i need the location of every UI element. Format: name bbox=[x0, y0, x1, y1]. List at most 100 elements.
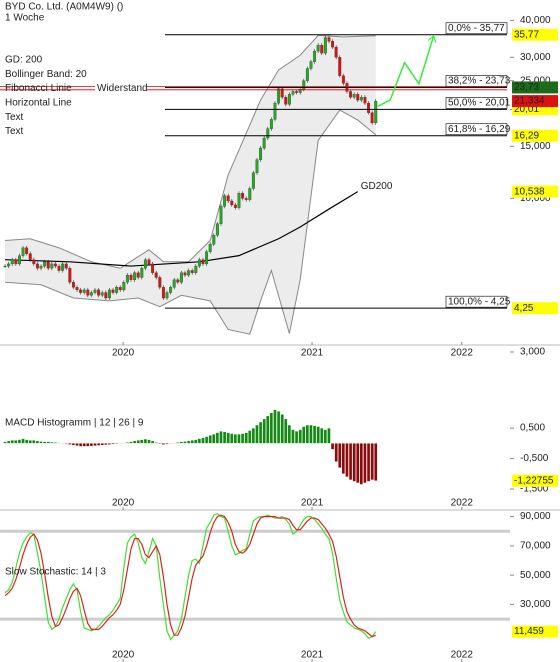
fib-label-box bbox=[445, 123, 508, 136]
y-tick-label: -0,500 bbox=[520, 453, 549, 464]
price-tag bbox=[512, 129, 558, 142]
histogram-bar bbox=[32, 440, 36, 444]
histogram-bar bbox=[82, 443, 86, 447]
histogram-bar bbox=[46, 441, 50, 444]
candle bbox=[3, 265, 7, 268]
fib-label: 0,0% - 35,77 bbox=[448, 23, 505, 34]
histogram-bar bbox=[24, 439, 29, 444]
histogram-bar bbox=[129, 441, 133, 444]
candle bbox=[359, 97, 363, 101]
last-value-label: 11,459 bbox=[514, 626, 544, 637]
fib-label-box bbox=[445, 22, 508, 35]
histogram-bar bbox=[204, 436, 209, 444]
last-value-tag bbox=[512, 95, 558, 108]
histogram-bar bbox=[212, 434, 216, 444]
histogram-bar bbox=[96, 443, 101, 446]
candle bbox=[273, 102, 277, 120]
last-value-tag bbox=[512, 474, 558, 487]
histogram-bar bbox=[294, 431, 299, 444]
histogram-bar bbox=[262, 418, 266, 444]
candle bbox=[305, 68, 309, 81]
candle bbox=[298, 89, 302, 93]
candle bbox=[219, 206, 223, 224]
fib-label: 50,0% - 20,01 bbox=[448, 97, 511, 108]
histogram-bar bbox=[21, 438, 25, 444]
legend-item: Fibonacci Linie bbox=[5, 83, 72, 94]
candle bbox=[136, 272, 140, 278]
chart-subtitle: 1 Woche bbox=[5, 13, 45, 24]
candle bbox=[100, 292, 104, 296]
histogram-bar bbox=[57, 442, 61, 444]
histogram-bar bbox=[330, 443, 335, 450]
histogram-bar bbox=[208, 435, 212, 444]
candle bbox=[75, 287, 79, 291]
x-tick-label: 2021 bbox=[301, 348, 324, 359]
y-tick-label: -1,500 bbox=[520, 484, 549, 495]
histogram-bar bbox=[280, 414, 284, 444]
candle bbox=[323, 37, 327, 54]
candle bbox=[115, 287, 119, 293]
candle bbox=[316, 44, 320, 52]
candle bbox=[104, 292, 108, 299]
candle bbox=[284, 97, 288, 105]
candle bbox=[154, 272, 158, 278]
candle bbox=[241, 193, 245, 199]
y-tick-label: 50,000 bbox=[520, 570, 551, 581]
histogram-bar bbox=[143, 438, 148, 444]
candle bbox=[32, 259, 36, 265]
histogram-bar bbox=[150, 440, 155, 444]
candle bbox=[140, 268, 144, 278]
candle bbox=[287, 94, 291, 105]
histogram-bar bbox=[3, 441, 7, 444]
candle bbox=[118, 287, 122, 291]
price-tag-label: 4,25 bbox=[514, 303, 534, 314]
candle bbox=[107, 289, 111, 299]
candle bbox=[17, 255, 21, 265]
price-tag bbox=[512, 28, 558, 41]
histogram-bar bbox=[179, 441, 184, 444]
candle bbox=[93, 289, 97, 293]
candle bbox=[237, 193, 241, 208]
candle bbox=[212, 235, 216, 245]
histogram-bar bbox=[194, 439, 198, 444]
histogram-bar bbox=[251, 427, 256, 444]
histogram-bar bbox=[35, 440, 40, 444]
bollinger-lower bbox=[5, 109, 377, 335]
y-tick-label: 70,000 bbox=[520, 541, 551, 552]
projection-arrow bbox=[377, 37, 433, 107]
histogram-bar bbox=[348, 443, 353, 481]
bollinger-upper bbox=[5, 34, 376, 269]
x-tick-label: 2022 bbox=[451, 348, 474, 359]
candle bbox=[176, 279, 180, 283]
histogram-bar bbox=[269, 412, 274, 444]
histogram-bar bbox=[17, 439, 22, 444]
histogram-bar bbox=[89, 443, 94, 447]
x-tick-label: 2022 bbox=[451, 650, 474, 661]
histogram-bar bbox=[75, 443, 79, 446]
price-tag-label: 23,73 bbox=[514, 82, 539, 93]
candle bbox=[151, 263, 155, 273]
histogram-bar bbox=[266, 415, 270, 444]
histogram-bar bbox=[132, 440, 137, 444]
y-tick-label: 30,000 bbox=[520, 52, 551, 63]
x-tick-label: 2022 bbox=[451, 498, 474, 509]
y-tick-label: 40,000 bbox=[520, 15, 551, 26]
candle bbox=[187, 270, 191, 276]
histogram-bar bbox=[359, 443, 364, 485]
candle bbox=[320, 44, 324, 54]
resistance-label-bg bbox=[95, 83, 147, 94]
histogram-bar bbox=[309, 424, 313, 444]
histogram-bar bbox=[316, 426, 320, 444]
candle bbox=[79, 289, 83, 293]
x-tick-label: 2020 bbox=[112, 348, 135, 359]
histogram-bar bbox=[338, 443, 342, 468]
histogram-bar bbox=[255, 424, 259, 444]
candle bbox=[35, 263, 39, 269]
candle bbox=[277, 88, 281, 104]
x-tick-label: 2021 bbox=[301, 650, 324, 661]
candle bbox=[158, 277, 162, 288]
candle bbox=[334, 46, 338, 58]
histogram-bar bbox=[86, 443, 90, 447]
candle bbox=[291, 91, 295, 95]
fib-label: 38,2% - 23,73 bbox=[448, 76, 511, 87]
